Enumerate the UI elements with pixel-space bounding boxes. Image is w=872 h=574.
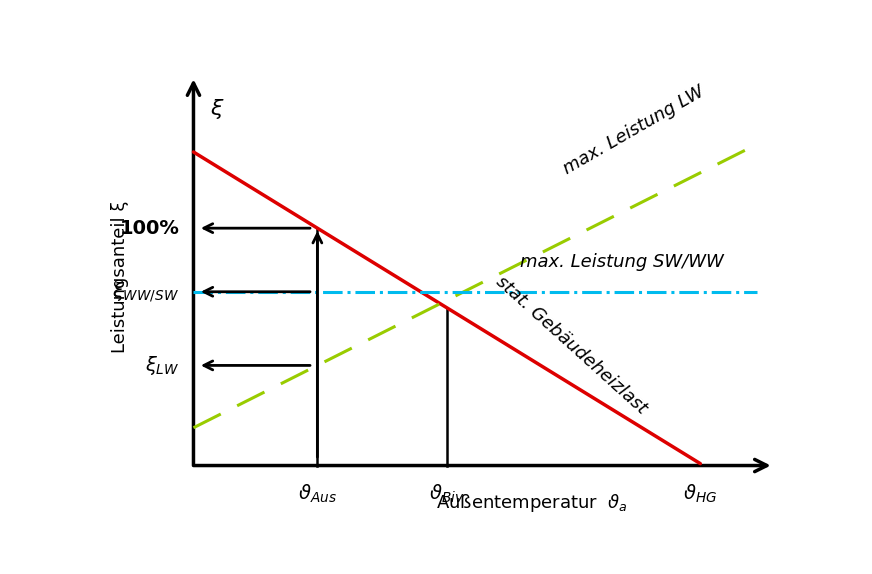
Text: Außentemperatur  $\vartheta_a$: Außentemperatur $\vartheta_a$ [436, 492, 627, 514]
Text: max. Leistung SW/WW: max. Leistung SW/WW [520, 253, 724, 271]
Text: $\xi_{LW}$: $\xi_{LW}$ [145, 354, 180, 377]
Text: 100%: 100% [119, 219, 180, 238]
Text: $\vartheta_{HG}$: $\vartheta_{HG}$ [684, 483, 718, 505]
Text: $\xi_{WW/SW}$: $\xi_{WW/SW}$ [112, 280, 180, 304]
Text: stat. Gebäudeheizlast: stat. Gebäudeheizlast [492, 272, 651, 417]
Text: $\vartheta_{Aus}$: $\vartheta_{Aus}$ [298, 483, 337, 505]
Text: $\vartheta_{Biv}$: $\vartheta_{Biv}$ [429, 483, 465, 505]
Text: Leistungsanteil ξ: Leistungsanteil ξ [112, 200, 129, 353]
Text: $\xi$: $\xi$ [210, 97, 225, 121]
Text: max. Leistung LW: max. Leistung LW [560, 83, 707, 179]
